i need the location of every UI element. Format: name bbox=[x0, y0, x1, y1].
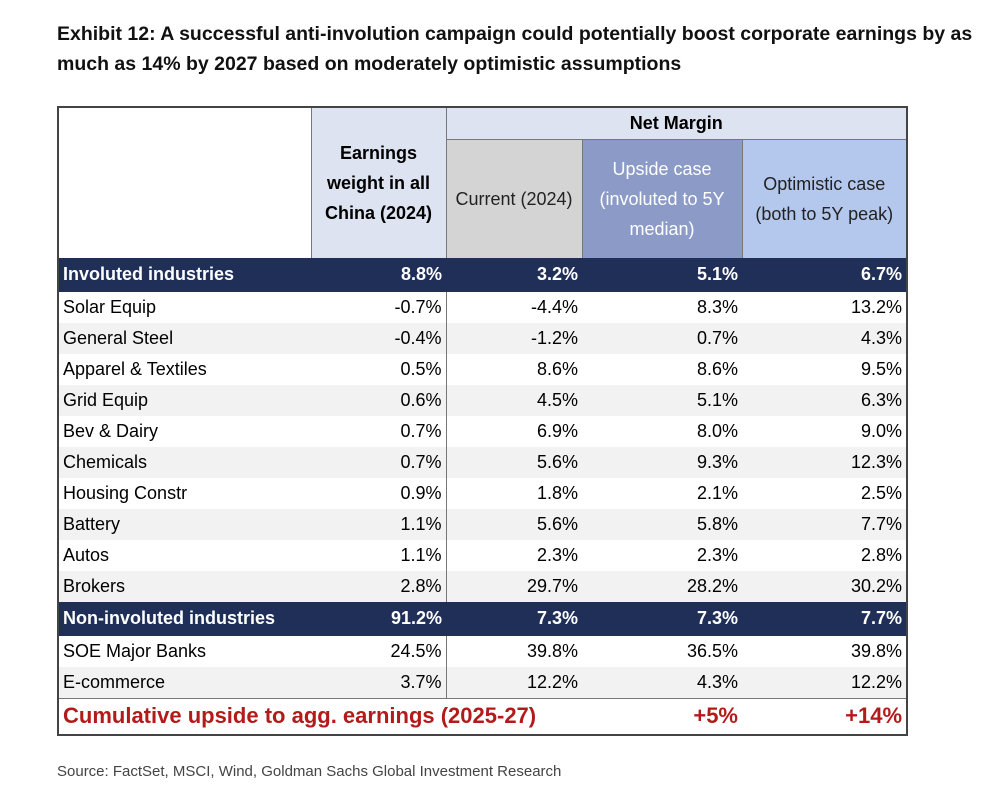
non-involuted-summary-row: Non-involuted industries 91.2% 7.3% 7.3% 7.7… bbox=[57, 601, 909, 636]
industry-name: Brokers bbox=[57, 570, 311, 602]
upside-cell: 7.3% bbox=[582, 601, 742, 636]
industry-name: Housing Constr bbox=[57, 477, 311, 509]
current-cell: 29.7% bbox=[446, 570, 582, 602]
current-cell: 39.8% bbox=[526, 640, 578, 661]
header-row-top: Earnings weight in all China (2024) Net … bbox=[57, 106, 909, 258]
current-cell: 6.9% bbox=[536, 420, 578, 441]
cumulative-optimistic-value: +14% bbox=[742, 697, 909, 736]
optimistic-cell: 12.3% bbox=[742, 446, 909, 478]
upside-cell: 2.1% bbox=[696, 482, 738, 503]
table-row: Chemicals 0.7% 5.6% 9.3% 12.3% bbox=[57, 446, 909, 478]
weight-cell: 3.7% bbox=[311, 666, 447, 698]
table-row: SOE Major Banks 24.5% 39.8% 36.5% 39.8% bbox=[57, 635, 909, 667]
industry-name: Solar Equip bbox=[57, 291, 311, 323]
current-cell: 4.5% bbox=[446, 384, 582, 416]
optimistic-cell: 2.8% bbox=[742, 539, 909, 571]
table-row: E-commerce 3.7% 12.2% 4.3% 12.2% bbox=[57, 666, 909, 698]
net-margin-table: Earnings weight in all China (2024) Net … bbox=[57, 106, 909, 736]
current-cell: 5.6% bbox=[446, 446, 582, 478]
upside-cell: 8.0% bbox=[696, 420, 738, 441]
net-margin-header: Net Margin bbox=[446, 106, 909, 140]
weight-cell: -0.4% bbox=[311, 322, 447, 354]
optimistic-cell: 6.7% bbox=[742, 257, 909, 292]
industry-name: General Steel bbox=[57, 322, 311, 354]
current-cell: -1.2% bbox=[446, 322, 582, 354]
earnings-weight-header: Earnings weight in all China (2024) bbox=[311, 106, 447, 258]
optimistic-cell: 9.5% bbox=[742, 353, 909, 385]
upside-cell: 0.7% bbox=[582, 322, 742, 354]
current-cell: 3.2% bbox=[446, 257, 582, 292]
industry-name: Apparel & Textiles bbox=[57, 353, 311, 385]
table-row: Battery 1.1% 5.6% 5.8% 7.7% bbox=[57, 508, 909, 540]
current-header: Current (2024) bbox=[446, 139, 583, 258]
optimistic-cell: 2.5% bbox=[742, 477, 909, 509]
industry-name: Bev & Dairy bbox=[57, 415, 311, 447]
upside-cell: 5.1% bbox=[582, 257, 742, 292]
involuted-summary-row: Involuted industries 8.8% 3.2% 5.1% 6.7% bbox=[57, 257, 909, 292]
table-row: General Steel -0.4% -1.2% 0.7% 4.3% bbox=[57, 322, 909, 354]
current-cell: 7.3% bbox=[446, 601, 582, 636]
header-blank-cell bbox=[57, 106, 312, 258]
upside-header: Upside case (involuted to 5Y median) bbox=[582, 139, 743, 258]
optimistic-cell: 13.2% bbox=[742, 291, 909, 323]
weight-cell: 8.8% bbox=[311, 257, 446, 292]
industry-name: E-commerce bbox=[57, 666, 311, 698]
source-note: Source: FactSet, MSCI, Wind, Goldman Sac… bbox=[57, 763, 562, 780]
optimistic-cell: 6.3% bbox=[742, 384, 909, 416]
table-row: Apparel & Textiles 0.5% 8.6% 8.6% 9.5% bbox=[57, 353, 909, 385]
weight-cell: 0.5% bbox=[311, 353, 447, 385]
weight-cell: 1.1% bbox=[311, 508, 447, 540]
industry-name: Chemicals bbox=[57, 446, 311, 478]
upside-cell: 5.1% bbox=[582, 384, 742, 416]
weight-cell: 1.1% bbox=[311, 539, 447, 571]
cumulative-upside-value: +5% bbox=[582, 697, 742, 736]
current-cell: 2.3% bbox=[536, 544, 578, 565]
current-cell: 8.6% bbox=[536, 358, 578, 379]
upside-cell: 8.6% bbox=[696, 358, 738, 379]
upside-cell: 2.3% bbox=[696, 544, 738, 565]
industry-name: Battery bbox=[57, 508, 311, 540]
upside-cell: 36.5% bbox=[686, 640, 738, 661]
current-cell: -4.4% bbox=[530, 296, 578, 317]
optimistic-cell: 39.8% bbox=[742, 635, 909, 667]
weight-cell: 0.9% bbox=[311, 477, 447, 509]
upside-cell: 8.3% bbox=[696, 296, 738, 317]
upside-cell: 28.2% bbox=[582, 570, 742, 602]
header-row-sub: Current (2024) Upside case (involuted to… bbox=[58, 139, 909, 258]
current-cell: 5.6% bbox=[446, 508, 582, 540]
weight-cell: 2.8% bbox=[311, 570, 447, 602]
section-label: Involuted industries bbox=[57, 257, 311, 292]
upside-cell: 4.3% bbox=[582, 666, 742, 698]
upside-cell: 5.8% bbox=[582, 508, 742, 540]
table-row: Grid Equip 0.6% 4.5% 5.1% 6.3% bbox=[57, 384, 909, 416]
weight-cell: 91.2% bbox=[311, 601, 446, 636]
exhibit-title: Exhibit 12: A successful anti-involution… bbox=[57, 23, 973, 75]
weight-cell: -0.7% bbox=[311, 291, 447, 323]
upside-cell: 9.3% bbox=[582, 446, 742, 478]
table-row: Bev & Dairy 0.7% 6.9% 8.0% 9.0% bbox=[57, 415, 909, 447]
optimistic-cell: 4.3% bbox=[742, 322, 909, 354]
weight-cell: 0.6% bbox=[311, 384, 447, 416]
industry-name: Grid Equip bbox=[57, 384, 311, 416]
cumulative-label: Cumulative upside to agg. earnings (2025… bbox=[57, 697, 582, 736]
industry-name: Autos bbox=[57, 539, 311, 571]
weight-cell: 24.5% bbox=[311, 635, 447, 667]
current-cell: 12.2% bbox=[446, 666, 582, 698]
optimistic-cell: 12.2% bbox=[742, 666, 909, 698]
table-row: Housing Constr 0.9% 1.8% 2.1% 2.5% bbox=[57, 477, 909, 509]
optimistic-cell: 9.0% bbox=[742, 415, 909, 447]
weight-cell: 0.7% bbox=[311, 446, 447, 478]
optimistic-cell: 7.7% bbox=[742, 508, 909, 540]
table-row: Solar Equip -0.7% -4.4% 8.3% 13.2% bbox=[57, 291, 909, 323]
optimistic-cell: 7.7% bbox=[742, 601, 909, 636]
table-row: Brokers 2.8% 29.7% 28.2% 30.2% bbox=[57, 570, 909, 602]
optimistic-header: Optimistic case (both to 5Y peak) bbox=[742, 139, 909, 258]
table-row: Autos 1.1% 2.3% 2.3% 2.8% bbox=[57, 539, 909, 571]
optimistic-cell: 30.2% bbox=[742, 570, 909, 602]
industry-name: SOE Major Banks bbox=[57, 635, 311, 667]
section-label: Non-involuted industries bbox=[57, 601, 311, 636]
current-cell: 1.8% bbox=[536, 482, 578, 503]
weight-cell: 0.7% bbox=[311, 415, 447, 447]
cumulative-upside-row: Cumulative upside to agg. earnings (2025… bbox=[57, 697, 909, 736]
